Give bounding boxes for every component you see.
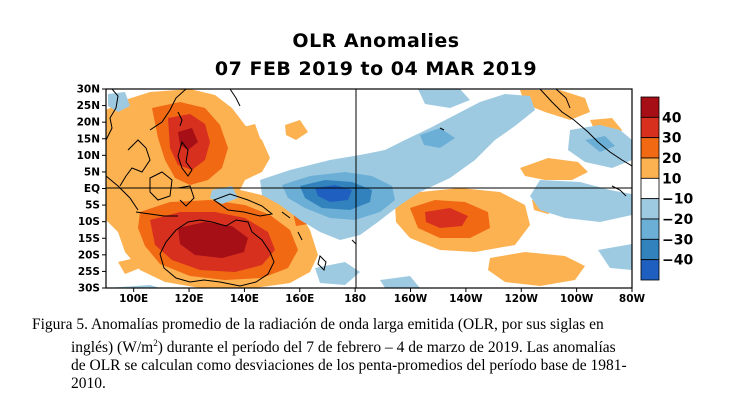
figure-title: OLR Anomalies [292,30,460,52]
negative-anomaly-level4 [315,185,352,202]
colorbar-segment [640,177,660,200]
lon-tick-label: 160W [394,293,428,305]
lat-tick-label: 5S [85,200,100,212]
lat-tick-label: 20N [77,117,100,129]
lon-tick-label: 180 [344,293,366,305]
caption-line2: inglés) (W/m2) durante el período del 7 … [71,338,616,357]
lat-tick-label: 10S [78,216,100,228]
lon-tick-label: 140W [449,293,483,305]
lon-tick-label: 80W [619,293,646,305]
colorbar: 40 30 20 10 −10 −20 −30 −40 [640,96,693,281]
longitude-axis: 100E 120E 140E 160E 180 160W 140W 120W 100W 80W [119,288,646,305]
colorbar-label: 10 [662,171,682,187]
lon-tick-label: 140E [230,293,259,305]
positive-anomaly-level4 [178,128,248,258]
lat-tick-label: 10N [77,150,100,162]
anomaly-fields [106,89,632,288]
colorbar-segment [640,218,660,240]
lat-tick-label: 30N [77,84,100,96]
colorbar-segment [640,116,660,139]
colorbar-label: 40 [662,110,682,126]
colorbar-label: 20 [662,151,682,167]
lon-tick-label: 160E [285,293,314,305]
lat-tick-label: 25N [77,100,100,112]
colorbar-segment [640,96,660,118]
colorbar-label: 30 [662,131,682,147]
figure-caption: Figura 5. Anomalías promedio de la radia… [32,316,732,393]
figure-subtitle: 07 FEB 2019 to 04 MAR 2019 [214,58,538,80]
colorbar-label: −10 [662,192,693,208]
lat-tick-label: 25S [78,266,100,278]
colorbar-segment [640,238,660,261]
colorbar-label: −20 [662,212,693,228]
lon-tick-label: 120E [175,293,204,305]
latitude-axis: 30N 25N 20N 15N 10N 5N EQ 5S 10S 15S 20S 25S 30S [77,84,106,295]
colorbar-label: −30 [662,232,693,248]
lat-tick-label: 30S [78,283,100,295]
lat-tick-label: 5N [84,166,100,178]
olr-anomaly-map: 30N 25N 20N 15N 10N 5N EQ 5S 10S 15S 20S 25S 30S 100… [77,84,694,306]
colorbar-segment [640,198,660,220]
lon-tick-label: 120W [505,293,539,305]
colorbar-segment [640,157,660,179]
colorbar-segment [640,259,660,281]
lat-tick-label: 15N [77,133,100,145]
lat-tick-label: EQ [84,183,100,195]
caption-line3: de OLR se calculan como desviaciones de … [71,357,627,375]
lat-tick-label: 20S [78,249,100,261]
coastlines [106,89,632,287]
colorbar-label: −40 [662,253,693,269]
colorbar-segment [640,137,660,159]
caption-line4: 2010. [71,375,106,393]
lon-tick-label: 100W [560,293,594,305]
caption-line1: Figura 5. Anomalías promedio de la radia… [32,316,604,333]
lat-tick-label: 15S [78,233,100,245]
lon-tick-label: 100E [119,293,148,305]
